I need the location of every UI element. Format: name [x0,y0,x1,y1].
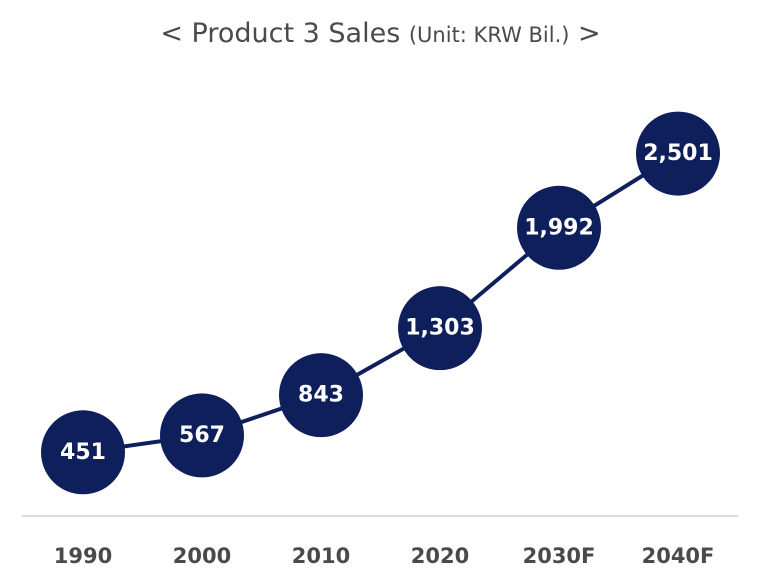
x-tick-label: 1990 [54,544,112,568]
x-tick-label: 2040F [642,544,715,568]
x-tick-label: 2030F [523,544,596,568]
chart-title-suffix: > [578,18,601,49]
tick-layer: 1990 2000 2010 2020 2030F 2040F [54,544,715,568]
marker-layer: 451 567 843 1,303 1,992 2,501 [41,111,720,495]
chart-title-prefix: < Product 3 Sales [160,18,401,49]
x-tick-label: 2010 [292,544,350,568]
data-point-marker [398,286,482,371]
chart-title: < Product 3 Sales (Unit: KRW Bil.) > [0,18,761,49]
data-value-label: 2,501 [643,141,713,166]
chart-title-unit: (Unit: KRW Bil.) [408,23,570,47]
data-point-marker [160,393,244,478]
data-value-label: 843 [298,383,344,408]
data-value-label: 1,992 [524,215,594,240]
data-point-marker [636,111,720,196]
data-value-label: 451 [60,440,106,465]
data-value-label: 567 [179,423,225,448]
x-tick-label: 2000 [173,544,231,568]
data-point-marker [279,353,363,438]
data-point-marker [517,185,601,270]
x-tick-label: 2020 [411,544,469,568]
data-value-label: 1,303 [405,316,475,341]
data-point-marker [41,410,125,495]
